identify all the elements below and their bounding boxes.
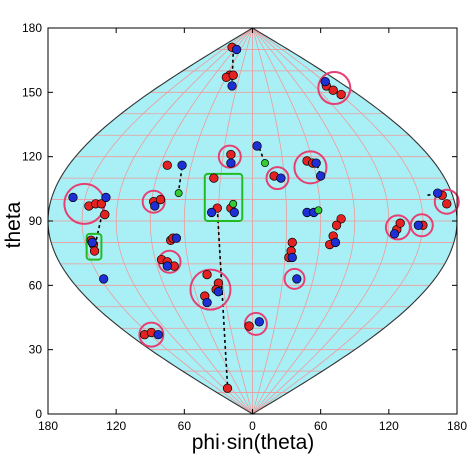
grid-meridian — [252, 27, 356, 415]
dashed-link — [427, 192, 439, 197]
highlight-circle — [293, 150, 328, 185]
grid-meridian — [252, 27, 322, 415]
y-tick-label: 150 — [22, 85, 42, 99]
x-tick-label: 120 — [106, 419, 126, 433]
y-tick-label: 30 — [29, 343, 43, 357]
green-point — [314, 206, 323, 215]
red-point — [395, 218, 405, 228]
y-tick-label: 0 — [35, 407, 42, 421]
red-point — [331, 220, 342, 230]
highlight-circle — [189, 268, 232, 311]
red-point — [442, 199, 452, 209]
blue-point — [320, 76, 330, 87]
blue-point — [171, 233, 182, 243]
y-tick-label: 90 — [29, 214, 43, 228]
blue-point — [150, 201, 160, 211]
blue-point — [433, 188, 443, 198]
highlight-circle — [317, 71, 352, 106]
y-tick-label: 180 — [22, 21, 42, 35]
green-point — [174, 189, 183, 198]
red-point — [155, 194, 166, 205]
red-point — [209, 173, 219, 183]
blue-point — [101, 192, 111, 203]
red-point — [336, 214, 346, 224]
grid-meridian — [183, 27, 253, 415]
blue-point — [413, 220, 424, 230]
x-tick-label: 180 — [447, 419, 467, 433]
blue-point — [68, 192, 78, 203]
highlight-circle — [409, 213, 434, 238]
red-point — [287, 237, 297, 248]
blue-point — [254, 317, 264, 327]
blue-point — [287, 252, 297, 263]
blue-point — [252, 141, 262, 151]
grid-meridian — [81, 27, 253, 415]
blue-point — [206, 207, 217, 218]
blue-point — [202, 297, 212, 308]
highlight-circle — [283, 267, 306, 290]
highlight-circle — [384, 214, 411, 241]
red-point — [328, 85, 338, 95]
blue-point — [213, 287, 224, 297]
red-point — [202, 269, 212, 280]
blue-point — [177, 160, 187, 170]
blue-point — [276, 173, 286, 183]
highlight-circle — [141, 189, 166, 214]
dashed-link — [177, 167, 183, 192]
blue-point — [99, 274, 109, 284]
red-point — [244, 321, 254, 331]
x-tick-label: 180 — [38, 419, 58, 433]
y-axis-label: theta — [2, 201, 25, 248]
red-point — [222, 383, 233, 393]
grid-meridian — [115, 27, 253, 415]
x-tick-label: 60 — [178, 419, 192, 433]
highlight-circle — [138, 321, 165, 348]
green-point — [261, 159, 269, 168]
red-point — [228, 70, 238, 80]
x-tick-label: 120 — [379, 419, 399, 433]
blue-point — [162, 261, 172, 271]
x-tick-label: 60 — [314, 419, 328, 433]
grid-lines — [48, 27, 457, 415]
blue-point — [226, 158, 236, 168]
red-point — [226, 149, 236, 160]
red-point — [89, 246, 100, 256]
blue-point — [229, 207, 239, 218]
blue-point — [389, 229, 400, 239]
grid-meridian — [252, 27, 288, 415]
highlight-box — [85, 232, 103, 261]
highlight-markers — [63, 71, 460, 348]
dashed-link — [231, 53, 234, 82]
red-point — [96, 199, 107, 209]
red-point — [336, 89, 346, 100]
blue-point — [87, 237, 97, 248]
y-tick-label: 60 — [29, 278, 43, 292]
x-axis-label: phi·sin(theta) — [192, 431, 315, 454]
highlight-circle — [433, 188, 460, 215]
blue-point — [292, 274, 302, 284]
blue-point — [316, 171, 326, 181]
red-point — [162, 160, 172, 170]
highlight-box — [203, 172, 244, 222]
highlight-circle — [265, 166, 290, 191]
highlight-circle — [217, 144, 242, 169]
data-points — [68, 42, 452, 393]
blue-point — [330, 237, 341, 248]
x-tick-label: 0 — [249, 419, 256, 433]
grid-meridian — [149, 27, 253, 415]
green-point — [229, 199, 238, 208]
blue-point — [231, 44, 242, 55]
y-tick-label: 120 — [22, 150, 42, 164]
blue-point — [227, 81, 237, 91]
blue-point — [153, 330, 163, 340]
highlight-circle — [243, 311, 268, 336]
red-point — [100, 209, 110, 220]
blue-point — [311, 158, 321, 168]
